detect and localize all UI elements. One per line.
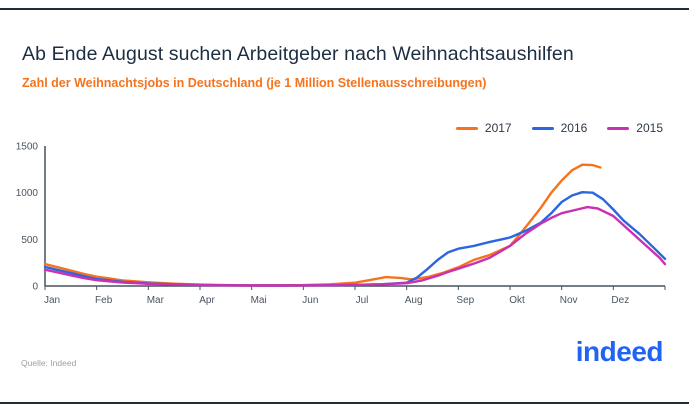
svg-text:Dez: Dez (611, 295, 629, 306)
svg-text:Jul: Jul (356, 295, 369, 306)
legend-swatch-2016 (531, 126, 554, 130)
svg-text:Jun: Jun (302, 295, 318, 306)
svg-text:Mar: Mar (147, 295, 165, 306)
frame-border-top (0, 8, 689, 10)
chart-subtitle: Zahl der Weihnachtsjobs in Deutschland (… (22, 76, 487, 90)
legend-label-2017: 2017 (484, 121, 512, 135)
svg-text:1000: 1000 (16, 188, 39, 199)
chart-legend: 2017 2016 2015 (455, 121, 663, 135)
svg-text:1500: 1500 (16, 142, 39, 153)
page-title: Ab Ende August suchen Arbeitgeber nach W… (22, 43, 574, 66)
legend-item-2017: 2017 (455, 121, 512, 135)
line-chart: 0 500 1000 1500 Jan Feb Mar Apr Mai Jun Jul Aug Sep O… (15, 136, 675, 316)
svg-text:Mai: Mai (251, 295, 267, 306)
indeed-logo: indeed (575, 336, 664, 367)
chart-svg: 0 500 1000 1500 Jan Feb Mar Apr Mai Jun Jul Aug Sep O… (16, 142, 667, 306)
svg-text:Jan: Jan (44, 295, 60, 306)
legend-label-2016: 2016 (560, 121, 588, 135)
svg-text:Sep: Sep (456, 295, 474, 306)
svg-text:Feb: Feb (95, 295, 113, 306)
legend-swatch-2017 (455, 126, 478, 130)
svg-text:0: 0 (32, 282, 38, 293)
legend-item-2015: 2015 (607, 121, 663, 135)
source-note: Quelle: Indeed (21, 358, 77, 368)
svg-text:Okt: Okt (509, 295, 525, 306)
legend-label-2015: 2015 (636, 121, 663, 135)
svg-text:500: 500 (21, 235, 38, 246)
legend-item-2016: 2016 (531, 121, 588, 135)
frame-border-bottom (0, 402, 689, 404)
svg-text:Aug: Aug (405, 295, 423, 306)
svg-text:Apr: Apr (199, 295, 215, 306)
svg-text:Nov: Nov (560, 295, 578, 306)
legend-swatch-2015 (607, 126, 630, 130)
